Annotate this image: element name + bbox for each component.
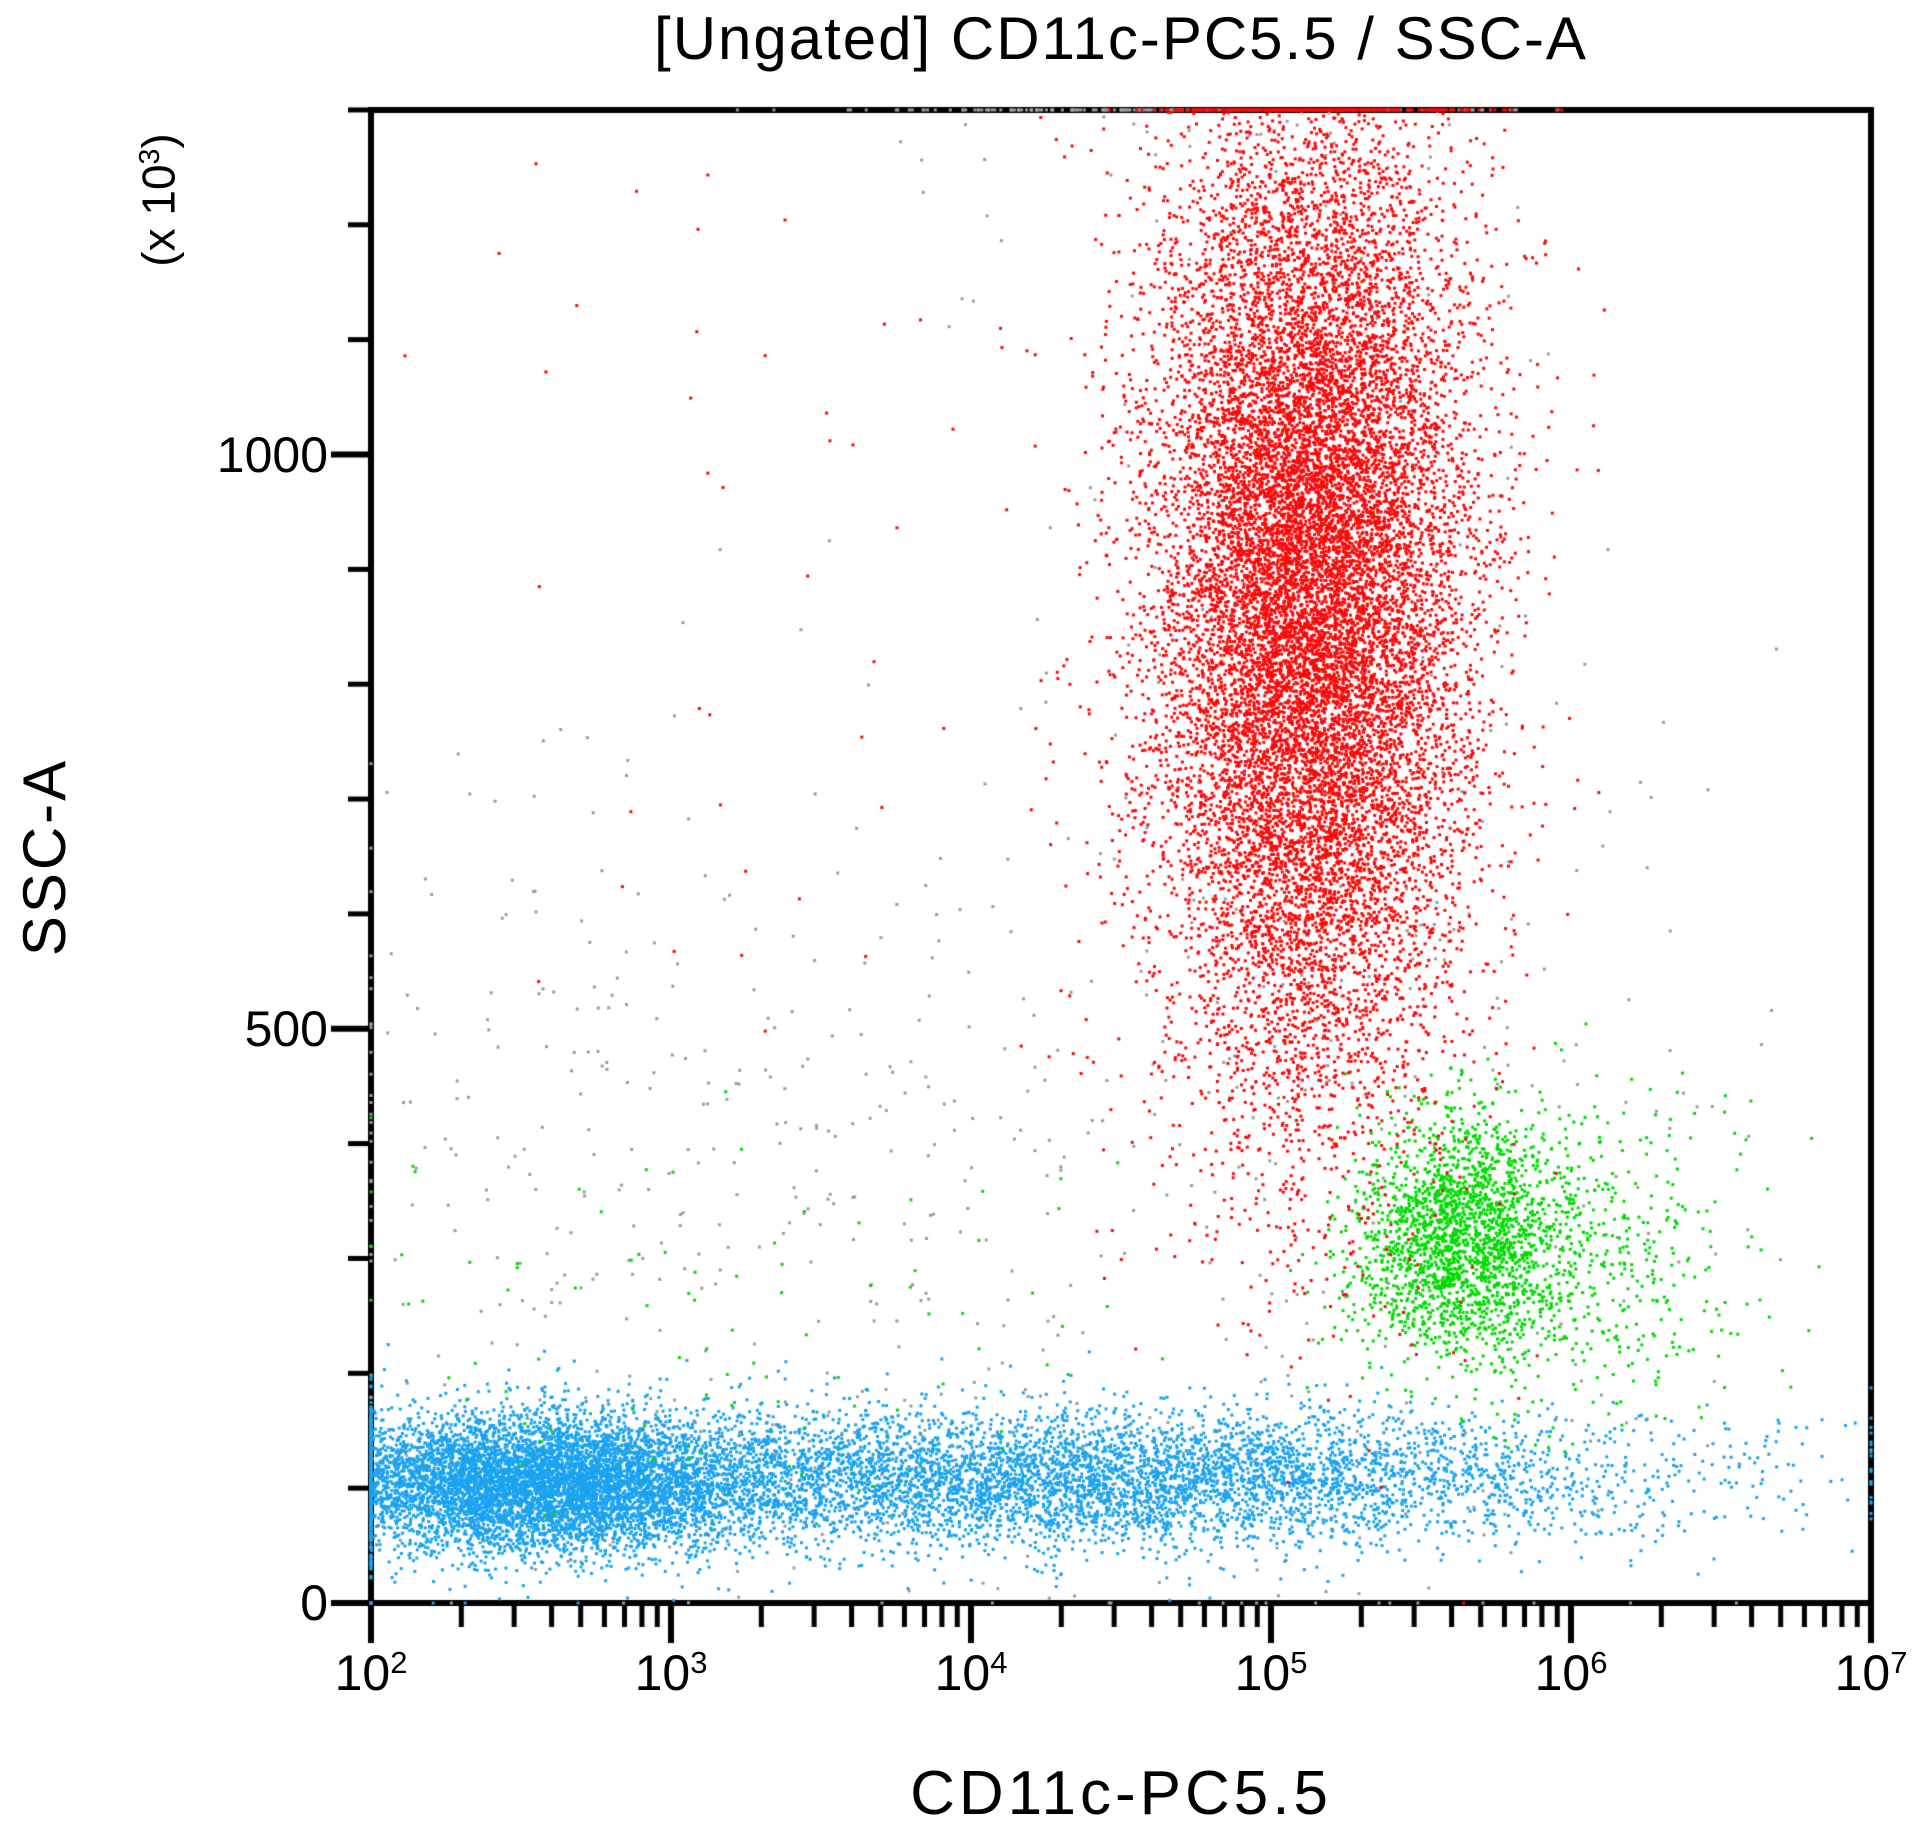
x-tick-label-10e5: 105 (1234, 1644, 1308, 1701)
y-axis-label: SSC-A (11, 757, 78, 957)
x-tick-label-10e2: 102 (334, 1644, 408, 1701)
x-tick-label-10e6: 106 (1534, 1644, 1608, 1701)
y-tick-label-1000: 1000 (216, 426, 328, 483)
y-tick-label-500: 500 (244, 1000, 328, 1057)
y-axis-unit-label: (x 103) (132, 133, 185, 267)
plot-title: [Ungated] CD11c-PC5.5 / SSC-A (654, 5, 1588, 72)
x-tick-label-10e7: 107 (1834, 1644, 1908, 1701)
x-tick-label-10e4: 104 (934, 1644, 1008, 1701)
x-tick-label-10e3: 103 (634, 1644, 708, 1701)
x-axis-label: CD11c-PC5.5 (910, 1759, 1332, 1828)
y-tick-label-0: 0 (300, 1575, 328, 1631)
